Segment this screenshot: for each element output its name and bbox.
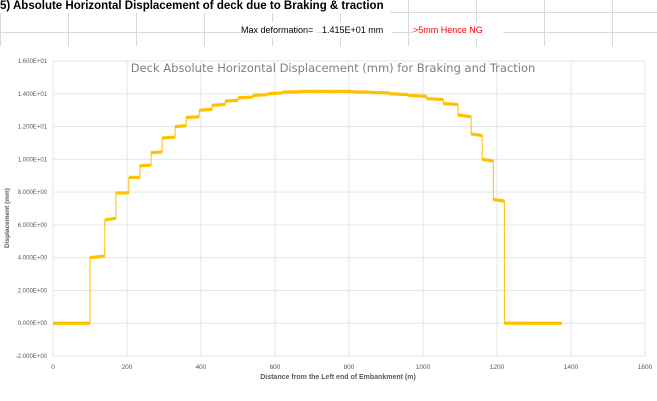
y-tick-label: 8.000E+00 <box>18 190 48 196</box>
displacement-chart: -2.000E+00 0.000E+00 2.000E+00 4.000E+00 6.0… <box>4 59 653 381</box>
series-segment <box>389 92 409 97</box>
x-tick-label: 200 <box>122 364 133 371</box>
series-segment <box>267 91 283 96</box>
y-tick-label: 4.000E+00 <box>18 256 48 262</box>
x-tick-label: 1000 <box>416 364 431 371</box>
series-segment <box>139 163 152 168</box>
x-tick-label: 1200 <box>490 364 505 371</box>
series-segment <box>224 98 239 103</box>
y-tick-label: 1.000E+01 <box>18 157 48 163</box>
x-tick-label: 600 <box>270 364 281 371</box>
x-tick-label: 800 <box>344 364 355 371</box>
y-axis-label: Displacement (mm) <box>4 188 11 248</box>
series-segment <box>211 102 226 107</box>
series-segment <box>481 157 494 163</box>
series-segment <box>174 124 187 129</box>
y-tick-label: -2.000E+00 <box>16 354 48 360</box>
series-segment <box>493 197 505 203</box>
series-segment <box>408 93 427 98</box>
series-segment <box>426 97 444 102</box>
axes: -2.000E+00 0.000E+00 2.000E+00 4.000E+00 6.0… <box>16 59 653 371</box>
y-tick-label: 1.400E+01 <box>18 92 48 98</box>
series-segment <box>186 115 200 120</box>
series-segment <box>104 216 117 222</box>
chart-title: Deck Absolute Horizontal Displacement (m… <box>131 61 536 75</box>
x-axis-label: Distance from the Left end of Embankment… <box>260 374 416 381</box>
series-segment <box>470 132 483 138</box>
series-segment <box>252 92 268 98</box>
y-tick-label: 1.200E+01 <box>18 125 48 131</box>
series-segment <box>443 102 459 107</box>
series-segment <box>457 113 472 119</box>
y-tick-label: 1.600E+01 <box>18 59 48 65</box>
series-segment <box>162 135 176 140</box>
x-tick-label: 400 <box>196 364 207 371</box>
max-deformation-label: Max deformation= <box>241 22 317 38</box>
series-segment <box>150 150 163 155</box>
x-tick-label: 1600 <box>638 364 653 371</box>
series-segment <box>89 254 105 260</box>
x-tick-label: 0 <box>51 364 55 371</box>
ng-note: >5mm Hence NG <box>413 22 503 38</box>
series-displacement <box>53 89 562 325</box>
y-tick-label: 0.000E+00 <box>18 321 48 327</box>
y-tick-label: 2.000E+00 <box>18 288 48 294</box>
max-deformation-value[interactable]: 1.415E+01 mm <box>322 22 392 38</box>
x-tick-label: 1400 <box>564 364 579 371</box>
chart-panel[interactable]: -2.000E+00 0.000E+00 2.000E+00 4.000E+00 6.0… <box>0 46 657 401</box>
gridlines <box>52 60 646 357</box>
series-segment <box>237 95 253 100</box>
series-segment <box>199 107 213 112</box>
y-tick-label: 6.000E+00 <box>18 223 48 229</box>
section-title: 5) Absolute Horizontal Displacement of d… <box>0 0 390 13</box>
